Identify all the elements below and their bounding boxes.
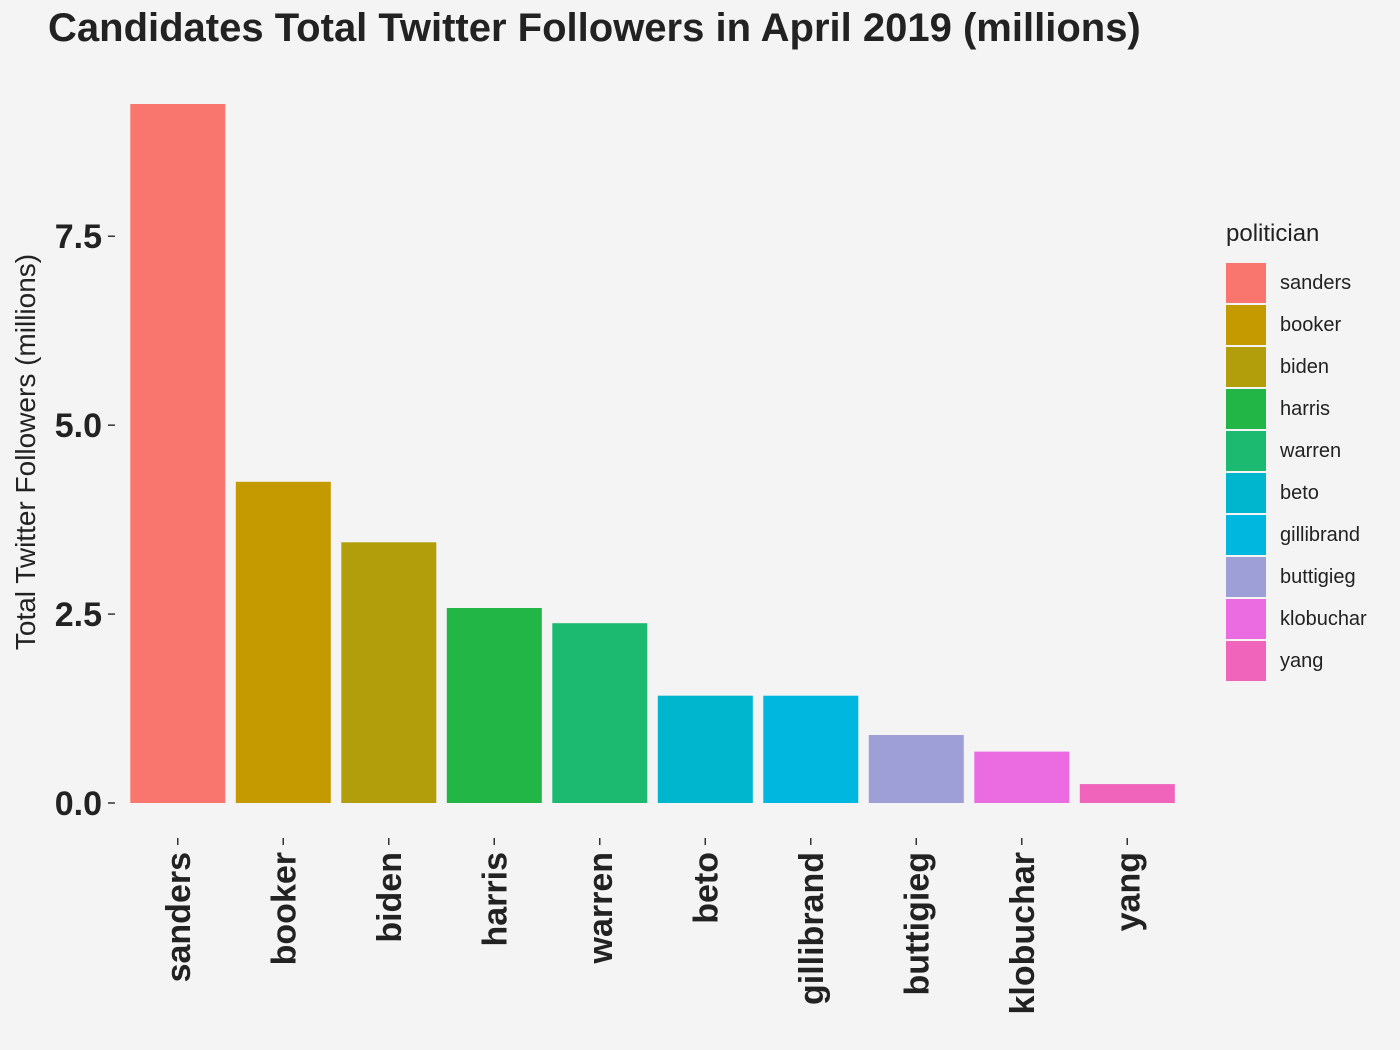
x-tick-label-buttigieg: buttigieg [898,852,936,996]
legend-label-sanders: sanders [1280,271,1352,294]
x-tick-label-klobuchar: klobuchar [1004,852,1042,1014]
bar-yang [1079,784,1175,803]
bar-klobuchar [974,751,1070,803]
x-tick-label-booker: booker [265,852,303,965]
x-tick-label-biden: biden [371,852,409,943]
legend-item-biden: biden [1226,346,1396,388]
legend-label-warren: warren [1280,439,1342,462]
chart-title: Candidates Total Twitter Followers in Ap… [48,6,1141,50]
legend-title: politician [1226,220,1320,247]
legend-swatch-biden [1226,347,1266,387]
legend-swatch-beto [1226,473,1266,513]
bar-beto [657,695,753,803]
y-tick-label-7.5: 7.5 [55,218,102,256]
legend-item-buttigieg: buttigieg [1226,556,1396,598]
legend-label-beto: beto [1280,481,1319,504]
legend-swatch-gillibrand [1226,515,1266,555]
legend-item-yang: yang [1226,640,1396,682]
y-axis-title: Total Twitter Followers (millions) [10,254,41,650]
bar-sanders [130,104,226,803]
legend-swatch-sanders [1226,263,1266,303]
legend-item-sanders: sanders [1226,262,1396,304]
x-tick-label-yang: yang [1109,852,1147,931]
legend-item-harris: harris [1226,388,1396,430]
legend-item-beto: beto [1226,472,1396,514]
bar-booker [235,481,331,803]
legend-swatch-yang [1226,641,1266,681]
bar-buttigieg [868,735,964,803]
legend: politician sanders booker biden harris warre… [1226,220,1396,682]
y-tick-label-5.0: 5.0 [55,407,102,445]
bars-layer [130,104,1175,803]
y-tick-label-2.5: 2.5 [55,596,102,634]
bar-warren [552,623,648,803]
x-tick-label-warren: warren [582,852,620,965]
legend-swatch-booker [1226,305,1266,345]
legend-swatch-buttigieg [1226,557,1266,597]
legend-items: sanders booker biden harris warren beto gillib… [1226,262,1396,682]
legend-item-klobuchar: klobuchar [1226,598,1396,640]
legend-item-booker: booker [1226,304,1396,346]
y-tick-label-0.0: 0.0 [55,785,102,823]
x-tick-label-harris: harris [476,852,514,947]
legend-item-gillibrand: gillibrand [1226,514,1396,556]
bar-gillibrand [763,695,859,803]
legend-swatch-klobuchar [1226,599,1266,639]
legend-label-gillibrand: gillibrand [1280,523,1361,546]
y-axis: 0.0 2.5 5.0 7.5 [55,218,115,823]
legend-label-harris: harris [1280,397,1331,420]
x-tick-label-gillibrand: gillibrand [793,852,831,1005]
legend-label-klobuchar: klobuchar [1280,607,1367,630]
x-tick-label-beto: beto [687,852,725,924]
legend-swatch-harris [1226,389,1266,429]
legend-label-biden: biden [1280,355,1329,378]
bar-biden [341,542,437,803]
legend-label-booker: booker [1280,313,1342,336]
bar-harris [446,608,542,803]
legend-swatch-warren [1226,431,1266,471]
legend-item-warren: warren [1226,430,1396,472]
legend-label-yang: yang [1280,649,1324,672]
x-axis: sanders booker biden harris warren beto gillib… [160,838,1147,1014]
legend-label-buttigieg: buttigieg [1280,565,1356,588]
x-tick-label-sanders: sanders [160,852,198,982]
